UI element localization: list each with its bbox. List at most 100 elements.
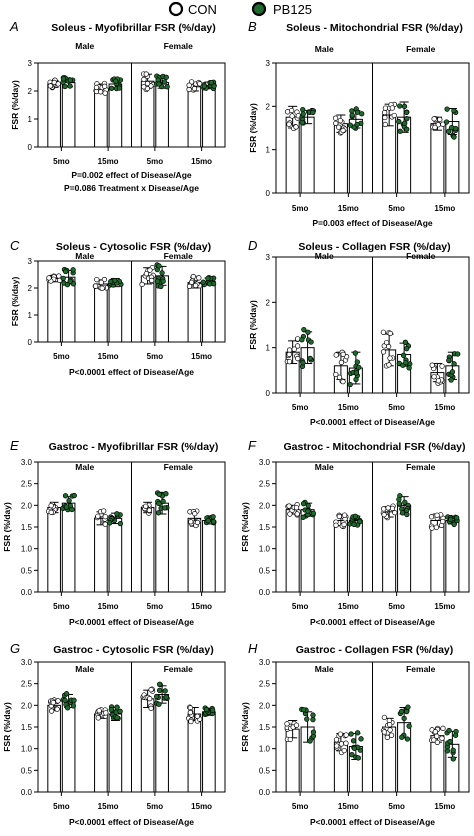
data-point-pb125: [404, 736, 411, 742]
y-tick-label: 1.0: [259, 545, 271, 554]
data-point-pb125: [63, 691, 70, 697]
x-category-label: 5mo: [388, 802, 405, 811]
data-point-pb125: [156, 500, 162, 507]
x-category-label: 15mo: [338, 403, 359, 412]
data-point-pb125: [348, 731, 354, 737]
data-point-pb125: [351, 745, 358, 751]
data-point-pb125: [448, 125, 455, 131]
y-tick-label: 0.0: [259, 588, 271, 597]
y-tick-label: 2.5: [259, 480, 271, 489]
data-point-con: [284, 721, 290, 727]
y-tick-label: 3.0: [259, 658, 271, 667]
data-point-pb125: [299, 119, 305, 126]
bar-con: [47, 507, 61, 593]
data-point-pb125: [156, 491, 162, 497]
data-point-con: [102, 513, 108, 520]
bar-pb125: [300, 116, 315, 194]
bar-pb125: [202, 280, 216, 343]
data-point-con: [96, 708, 102, 714]
y-axis-label: FSR (%/day): [2, 702, 12, 752]
data-point-con: [143, 271, 150, 277]
data-point-pb125: [446, 727, 452, 734]
panel-title: Gastroc - Collagen FSR (%/day): [296, 644, 454, 656]
group-label-female: Female: [164, 664, 194, 674]
data-point-pb125: [305, 508, 311, 514]
data-point-pb125: [354, 109, 361, 115]
data-point-pb125: [108, 707, 114, 713]
x-category-label: 5mo: [292, 204, 309, 213]
y-tick-label: 0.0: [21, 588, 33, 597]
data-point-pb125: [310, 109, 316, 116]
bar-pb125: [108, 713, 123, 793]
panel-a: A Soleus - Myofibrillar FSR (%/day) Male Fe…: [9, 19, 226, 193]
data-point-pb125: [109, 85, 115, 91]
data-point-pb125: [62, 697, 68, 703]
data-point-con: [56, 273, 62, 279]
data-point-con: [440, 725, 446, 731]
data-point-con: [429, 525, 435, 531]
data-point-con: [340, 378, 346, 385]
data-point-con: [50, 699, 56, 706]
bar-con: [94, 283, 108, 343]
data-point-pb125: [400, 352, 407, 358]
panel-letter: H: [248, 641, 258, 656]
panel-title: Gastroc - Cytosolic FSR (%/day): [53, 644, 213, 656]
data-point-pb125: [117, 708, 123, 714]
panel-b: B Soleus - Mitochondrial FSR (%/day) Male F…: [248, 19, 470, 228]
data-point-pb125: [451, 521, 457, 527]
group-label-male: Male: [315, 664, 334, 674]
bar-con: [285, 509, 300, 593]
data-point-pb125: [60, 275, 66, 281]
data-point-con: [293, 722, 300, 728]
data-point-con: [341, 512, 348, 518]
data-point-pb125: [397, 128, 403, 134]
data-point-pb125: [353, 370, 360, 376]
bar-con: [47, 83, 61, 148]
y-tick-label: 0.0: [21, 788, 33, 797]
data-point-con: [389, 505, 396, 512]
data-point-con: [333, 737, 340, 743]
data-point-con: [48, 708, 55, 714]
data-point-con: [93, 84, 100, 91]
y-tick-label: 1.5: [259, 523, 271, 532]
x-category-label: 5mo: [292, 802, 309, 811]
bar-con: [382, 511, 397, 593]
data-point-pb125: [64, 705, 71, 711]
y-tick-label: 3: [266, 253, 271, 262]
data-point-pb125: [402, 499, 408, 505]
group-label-female: Female: [406, 44, 436, 54]
stat-text: P<0.0001 effect of Disease/Age: [69, 367, 194, 377]
panel-letter: B: [248, 19, 257, 34]
data-point-pb125: [404, 126, 410, 132]
y-tick-label: 2: [266, 298, 271, 307]
data-point-pb125: [205, 275, 211, 281]
x-category-label: 5mo: [388, 403, 405, 412]
data-point-con: [343, 732, 349, 738]
data-point-pb125: [355, 730, 361, 736]
y-tick-label: 2.0: [21, 701, 33, 710]
y-tick-label: 2.0: [259, 701, 271, 710]
y-tick-label: 3: [266, 59, 271, 68]
data-point-pb125: [404, 346, 410, 352]
data-point-con: [95, 513, 101, 519]
data-point-pb125: [160, 278, 166, 284]
data-point-pb125: [114, 714, 120, 721]
group-label-female: Female: [406, 462, 436, 472]
data-point-pb125: [156, 687, 163, 694]
bar-pb125: [155, 82, 169, 148]
bar-pb125: [300, 509, 315, 593]
y-axis-label: FSR (%/day): [10, 277, 20, 327]
panel-title: Soleus - Myofibrillar FSR (%/day): [51, 22, 216, 34]
data-point-con: [391, 112, 397, 119]
bar-con: [140, 507, 155, 593]
data-point-con: [197, 81, 203, 87]
bar-con: [430, 123, 445, 194]
data-point-con: [141, 84, 147, 90]
data-point-con: [381, 512, 387, 518]
data-point-con: [431, 116, 437, 122]
data-point-pb125: [201, 83, 207, 89]
y-tick-label: 1.0: [21, 545, 33, 554]
data-point-con: [433, 524, 440, 530]
data-point-con: [54, 706, 60, 712]
data-point-pb125: [351, 521, 357, 527]
